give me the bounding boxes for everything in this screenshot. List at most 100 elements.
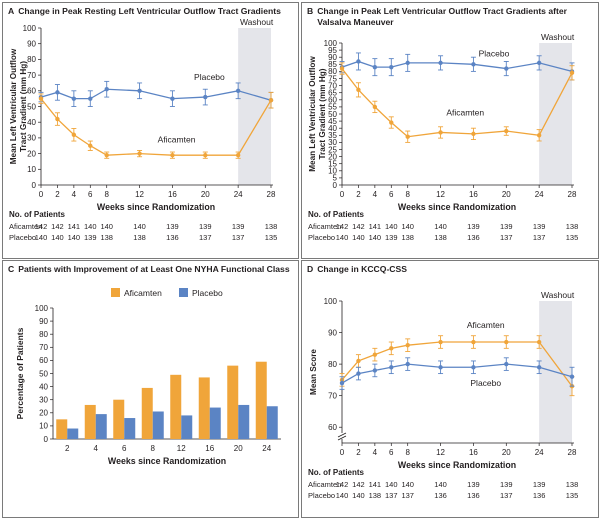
series-line-afi <box>40 98 272 156</box>
y-axis-title: Mean Score <box>309 349 318 395</box>
patients-count: 138 <box>565 222 579 231</box>
x-tick-label: 2 <box>55 190 60 199</box>
x-tick-label: 6 <box>88 190 93 199</box>
series-label: Placebo <box>194 72 225 82</box>
washout-label: Washout <box>240 17 274 27</box>
x-tick-label: 28 <box>267 190 276 199</box>
patients-count: 138 <box>133 233 146 242</box>
x-tick-label: 20 <box>502 448 511 457</box>
patients-count: 137 <box>199 233 212 242</box>
x-tick-label: 0 <box>39 190 44 199</box>
axis-break-mark <box>337 435 347 441</box>
data-point-pla <box>389 365 394 370</box>
patients-count: 141 <box>368 480 382 489</box>
patients-count: 142 <box>352 480 365 489</box>
panel-b: B Change in Peak Left Ventricular Outflow… <box>301 2 599 259</box>
y-tick-label: 75 <box>328 74 337 83</box>
panel-label: D <box>307 264 314 274</box>
y-tick-label: 15 <box>328 160 337 169</box>
x-tick-label: 12 <box>135 190 144 199</box>
y-tick-label: 90 <box>39 317 48 326</box>
y-tick-label: 50 <box>27 102 36 111</box>
data-point-pla <box>55 90 60 95</box>
y-tick-label: 100 <box>324 297 338 306</box>
y-tick-label: 100 <box>324 39 338 48</box>
data-point-pla <box>438 365 443 370</box>
series-label: Aficamten <box>158 135 196 145</box>
x-tick-label: 4 <box>373 448 378 457</box>
patients-count: 140 <box>401 480 414 489</box>
washout-label: Washout <box>541 32 575 42</box>
patients-count: 141 <box>67 222 81 231</box>
patients-count: 137 <box>231 233 245 242</box>
x-tick-label: 0 <box>340 190 345 199</box>
patients-count: 140 <box>51 233 64 242</box>
data-point-pla <box>137 88 142 94</box>
y-tick-label: 80 <box>328 67 337 76</box>
y-tick-label: 60 <box>328 96 337 105</box>
y-axis-title: Mean Left Ventricular OutflowTract Gradi… <box>308 56 327 172</box>
x-tick-label: 2 <box>356 448 361 457</box>
washout-region <box>238 28 271 185</box>
patients-count: 139 <box>199 222 212 231</box>
x-tick-label: 20 <box>201 190 210 199</box>
patients-count: 136 <box>467 491 480 500</box>
data-point-pla <box>71 96 77 101</box>
y-tick-label: 90 <box>27 40 36 49</box>
y-tick-label: 20 <box>328 152 337 161</box>
patients-count: 135 <box>565 491 579 500</box>
x-tick-label: 16 <box>205 444 214 453</box>
patients-count: 139 <box>467 222 480 231</box>
data-point-afi <box>471 339 476 345</box>
y-tick-label: 40 <box>328 124 337 133</box>
data-point-pla <box>504 361 509 367</box>
x-tick-label: 20 <box>502 190 511 199</box>
x-tick-label: 8 <box>104 190 109 199</box>
patients-row-label: Aficamten <box>308 480 342 489</box>
patients-count: 136 <box>434 491 447 500</box>
panel-label: B <box>307 6 314 16</box>
y-tick-label: 25 <box>328 145 337 154</box>
legend-label: Aficamten <box>124 288 162 298</box>
data-point-afi <box>88 143 93 148</box>
y-axis-title: Percentage of Patients <box>15 327 25 419</box>
panel-a: A Change in Peak Resting Left Ventricular… <box>2 2 299 259</box>
y-tick-label: 30 <box>328 138 337 147</box>
patients-count: 140 <box>84 222 97 231</box>
y-tick-label: 30 <box>27 134 36 143</box>
x-tick-label: 12 <box>177 444 186 453</box>
data-point-pla <box>104 87 109 92</box>
y-tick-label: 35 <box>328 131 337 140</box>
panel-label: A <box>8 6 15 16</box>
patients-count: 138 <box>100 233 113 242</box>
y-tick-label: 55 <box>328 103 337 112</box>
patients-count: 140 <box>335 233 349 242</box>
data-point-afi <box>38 96 44 101</box>
axis-break-mark <box>337 432 347 438</box>
bar-pla <box>238 404 250 439</box>
x-tick-label: 20 <box>234 444 243 453</box>
patients-count: 140 <box>100 222 113 231</box>
patients-table-title: No. of Patients <box>9 210 66 219</box>
y-tick-label: 70 <box>328 81 337 90</box>
data-point-afi <box>268 98 274 103</box>
y-tick-label: 60 <box>39 356 48 365</box>
patients-count: 140 <box>34 233 48 242</box>
patients-count: 138 <box>434 233 447 242</box>
x-axis-title: Weeks since Randomization <box>398 202 516 212</box>
patients-count: 142 <box>51 222 64 231</box>
y-tick-label: 50 <box>39 369 48 378</box>
data-point-afi <box>71 132 77 137</box>
series-line-pla <box>40 88 272 101</box>
bar-pla <box>181 415 193 439</box>
data-point-afi <box>405 134 410 139</box>
x-tick-label: 16 <box>469 448 478 457</box>
data-point-pla <box>170 96 175 101</box>
y-tick-label: 10 <box>328 167 337 176</box>
patients-count: 142 <box>335 480 349 489</box>
patients-table-title: No. of Patients <box>308 210 365 219</box>
data-point-pla <box>471 62 476 67</box>
patients-count: 136 <box>467 233 480 242</box>
